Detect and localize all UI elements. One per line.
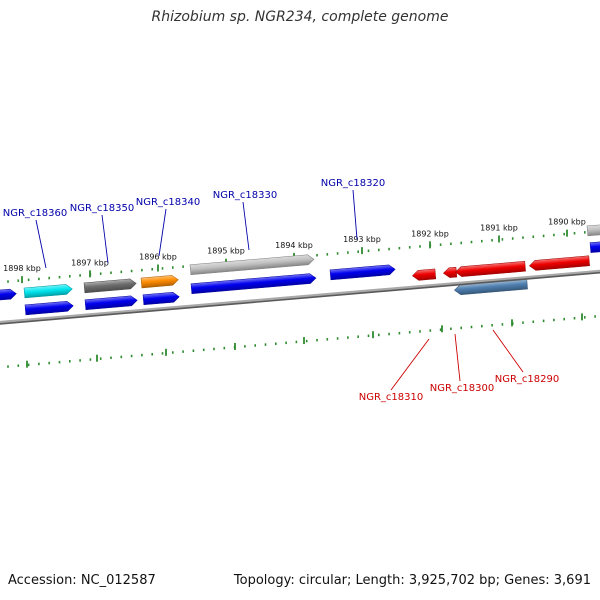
- gene-arrow[interactable]: [190, 273, 317, 294]
- tick-label: 1894 kbp: [275, 241, 313, 250]
- leader-line: [158, 208, 167, 257]
- gene-arrow[interactable]: [455, 260, 526, 277]
- backbone-layer: [0, 269, 600, 325]
- gene-arrow[interactable]: [142, 291, 180, 306]
- gene-arrow[interactable]: [140, 275, 179, 289]
- gene-arrow[interactable]: [412, 268, 437, 281]
- tick-label: 1891 kbp: [480, 223, 518, 232]
- leader-line: [242, 201, 250, 251]
- tick-label: 1896 kbp: [139, 253, 177, 262]
- leader-line: [390, 338, 430, 391]
- gene-label-ngr-c18320[interactable]: NGR_c18320: [321, 178, 386, 189]
- gene-arrow[interactable]: [0, 288, 17, 302]
- gene-arrow[interactable]: [84, 295, 138, 310]
- tick-label: 1895 kbp: [207, 247, 245, 256]
- gene-label-ngr-c18330[interactable]: NGR_c18330: [213, 190, 278, 201]
- leader-line: [352, 189, 358, 240]
- genome-title: Rhizobium sp. NGR234, complete genome: [151, 9, 449, 25]
- gene-arrow[interactable]: [586, 223, 600, 237]
- genome-backbone: [0, 269, 600, 324]
- backbone-shadow: [0, 271, 600, 325]
- leader-line: [492, 329, 524, 373]
- gene-label-ngr-c18290[interactable]: NGR_c18290: [495, 374, 560, 385]
- gene-arrow[interactable]: [189, 254, 315, 276]
- gene-label-ngr-c18300[interactable]: NGR_c18300: [430, 383, 495, 394]
- tick-label: 1893 kbp: [343, 235, 381, 244]
- tick-label: 1890 kbp: [548, 218, 586, 227]
- gene-arrow[interactable]: [529, 255, 590, 271]
- tick-label: 1897 kbp: [71, 258, 109, 267]
- gene-arrow[interactable]: [83, 278, 137, 294]
- gene-label-ngr-c18310[interactable]: NGR_c18310: [359, 392, 424, 403]
- gene-arrow[interactable]: [24, 301, 74, 316]
- leader-line: [35, 219, 47, 269]
- gene-arrow[interactable]: [589, 241, 600, 253]
- genes-layer: [0, 223, 600, 316]
- accession-label: Accession: NC_012587: [8, 573, 156, 588]
- gene-arrow[interactable]: [329, 264, 396, 281]
- tick-label: 1892 kbp: [411, 229, 449, 238]
- gene-label-ngr-c18340[interactable]: NGR_c18340: [136, 197, 201, 208]
- gene-label-ngr-c18360[interactable]: NGR_c18360: [3, 208, 68, 219]
- leader-line: [454, 333, 461, 382]
- ticks-layer: 1898 kbp 1897 kbp 1896 kbp 1895 kbp 1894 kbp…: [3, 218, 596, 368]
- topology-label: Topology: circular; Length: 3,925,702 bp…: [233, 573, 591, 588]
- gene-arrow[interactable]: [23, 284, 73, 299]
- tick-label: 1898 kbp: [3, 264, 41, 273]
- leader-line: [101, 214, 109, 264]
- gene-arrow[interactable]: [443, 266, 458, 278]
- gene-label-ngr-c18350[interactable]: NGR_c18350: [70, 203, 135, 214]
